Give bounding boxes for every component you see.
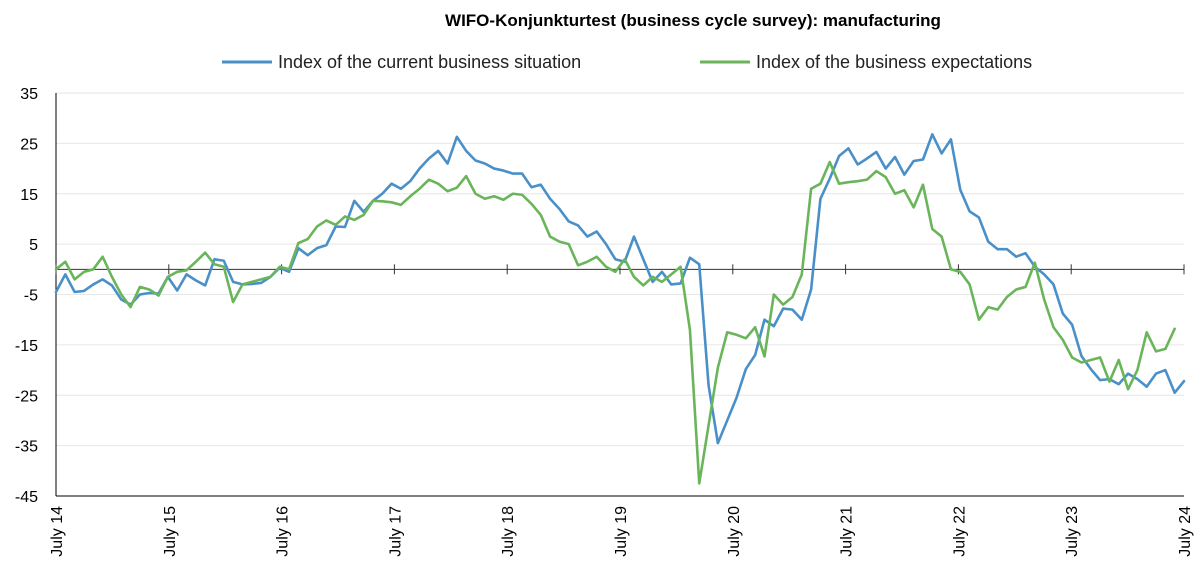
y-tick-label: -35: [15, 439, 38, 456]
series: [54, 133, 1186, 485]
y-tick-label: -45: [15, 489, 38, 506]
gridlines: [56, 92, 1184, 497]
x-tick-label: July 14: [49, 506, 66, 557]
x-axis-tick-labels: July 14 July 15 July 16 July 17 July 18 July …: [49, 506, 1194, 557]
legend-label-expectations: Index of the business expectations: [756, 52, 1032, 72]
x-tick-label: July 20: [726, 506, 743, 557]
x-tick-label: July 15: [162, 506, 179, 557]
y-tick-label: -5: [24, 288, 38, 305]
y-tick-label: 25: [20, 136, 38, 153]
chart-title: WIFO-Konjunkturtest (business cycle surv…: [445, 11, 941, 30]
y-axis-tick-labels: 35 25 15 5 -5 -15 -25 -35 -45: [15, 86, 38, 506]
legend-label-current-situation: Index of the current business situation: [278, 52, 581, 72]
y-tick-label: -25: [15, 388, 38, 405]
x-tick-label: July 16: [275, 506, 292, 557]
y-tick-label: 35: [20, 86, 38, 103]
x-tick-label: July 18: [500, 506, 517, 557]
x-tick-label: July 17: [387, 506, 404, 557]
series-line-expectations: [54, 160, 1176, 485]
x-tick-label: July 24: [1177, 506, 1194, 557]
y-tick-label: 5: [29, 237, 38, 254]
y-tick-label: -15: [15, 338, 38, 355]
x-tick-label: July 21: [839, 506, 856, 557]
y-tick-label: 15: [20, 187, 38, 204]
x-tick-label: July 23: [1064, 506, 1081, 557]
x-tick-label: July 22: [951, 506, 968, 557]
x-tick-label: July 19: [613, 506, 630, 557]
series-line-current-situation: [54, 133, 1186, 445]
legend: Index of the current business situation …: [222, 52, 1032, 72]
